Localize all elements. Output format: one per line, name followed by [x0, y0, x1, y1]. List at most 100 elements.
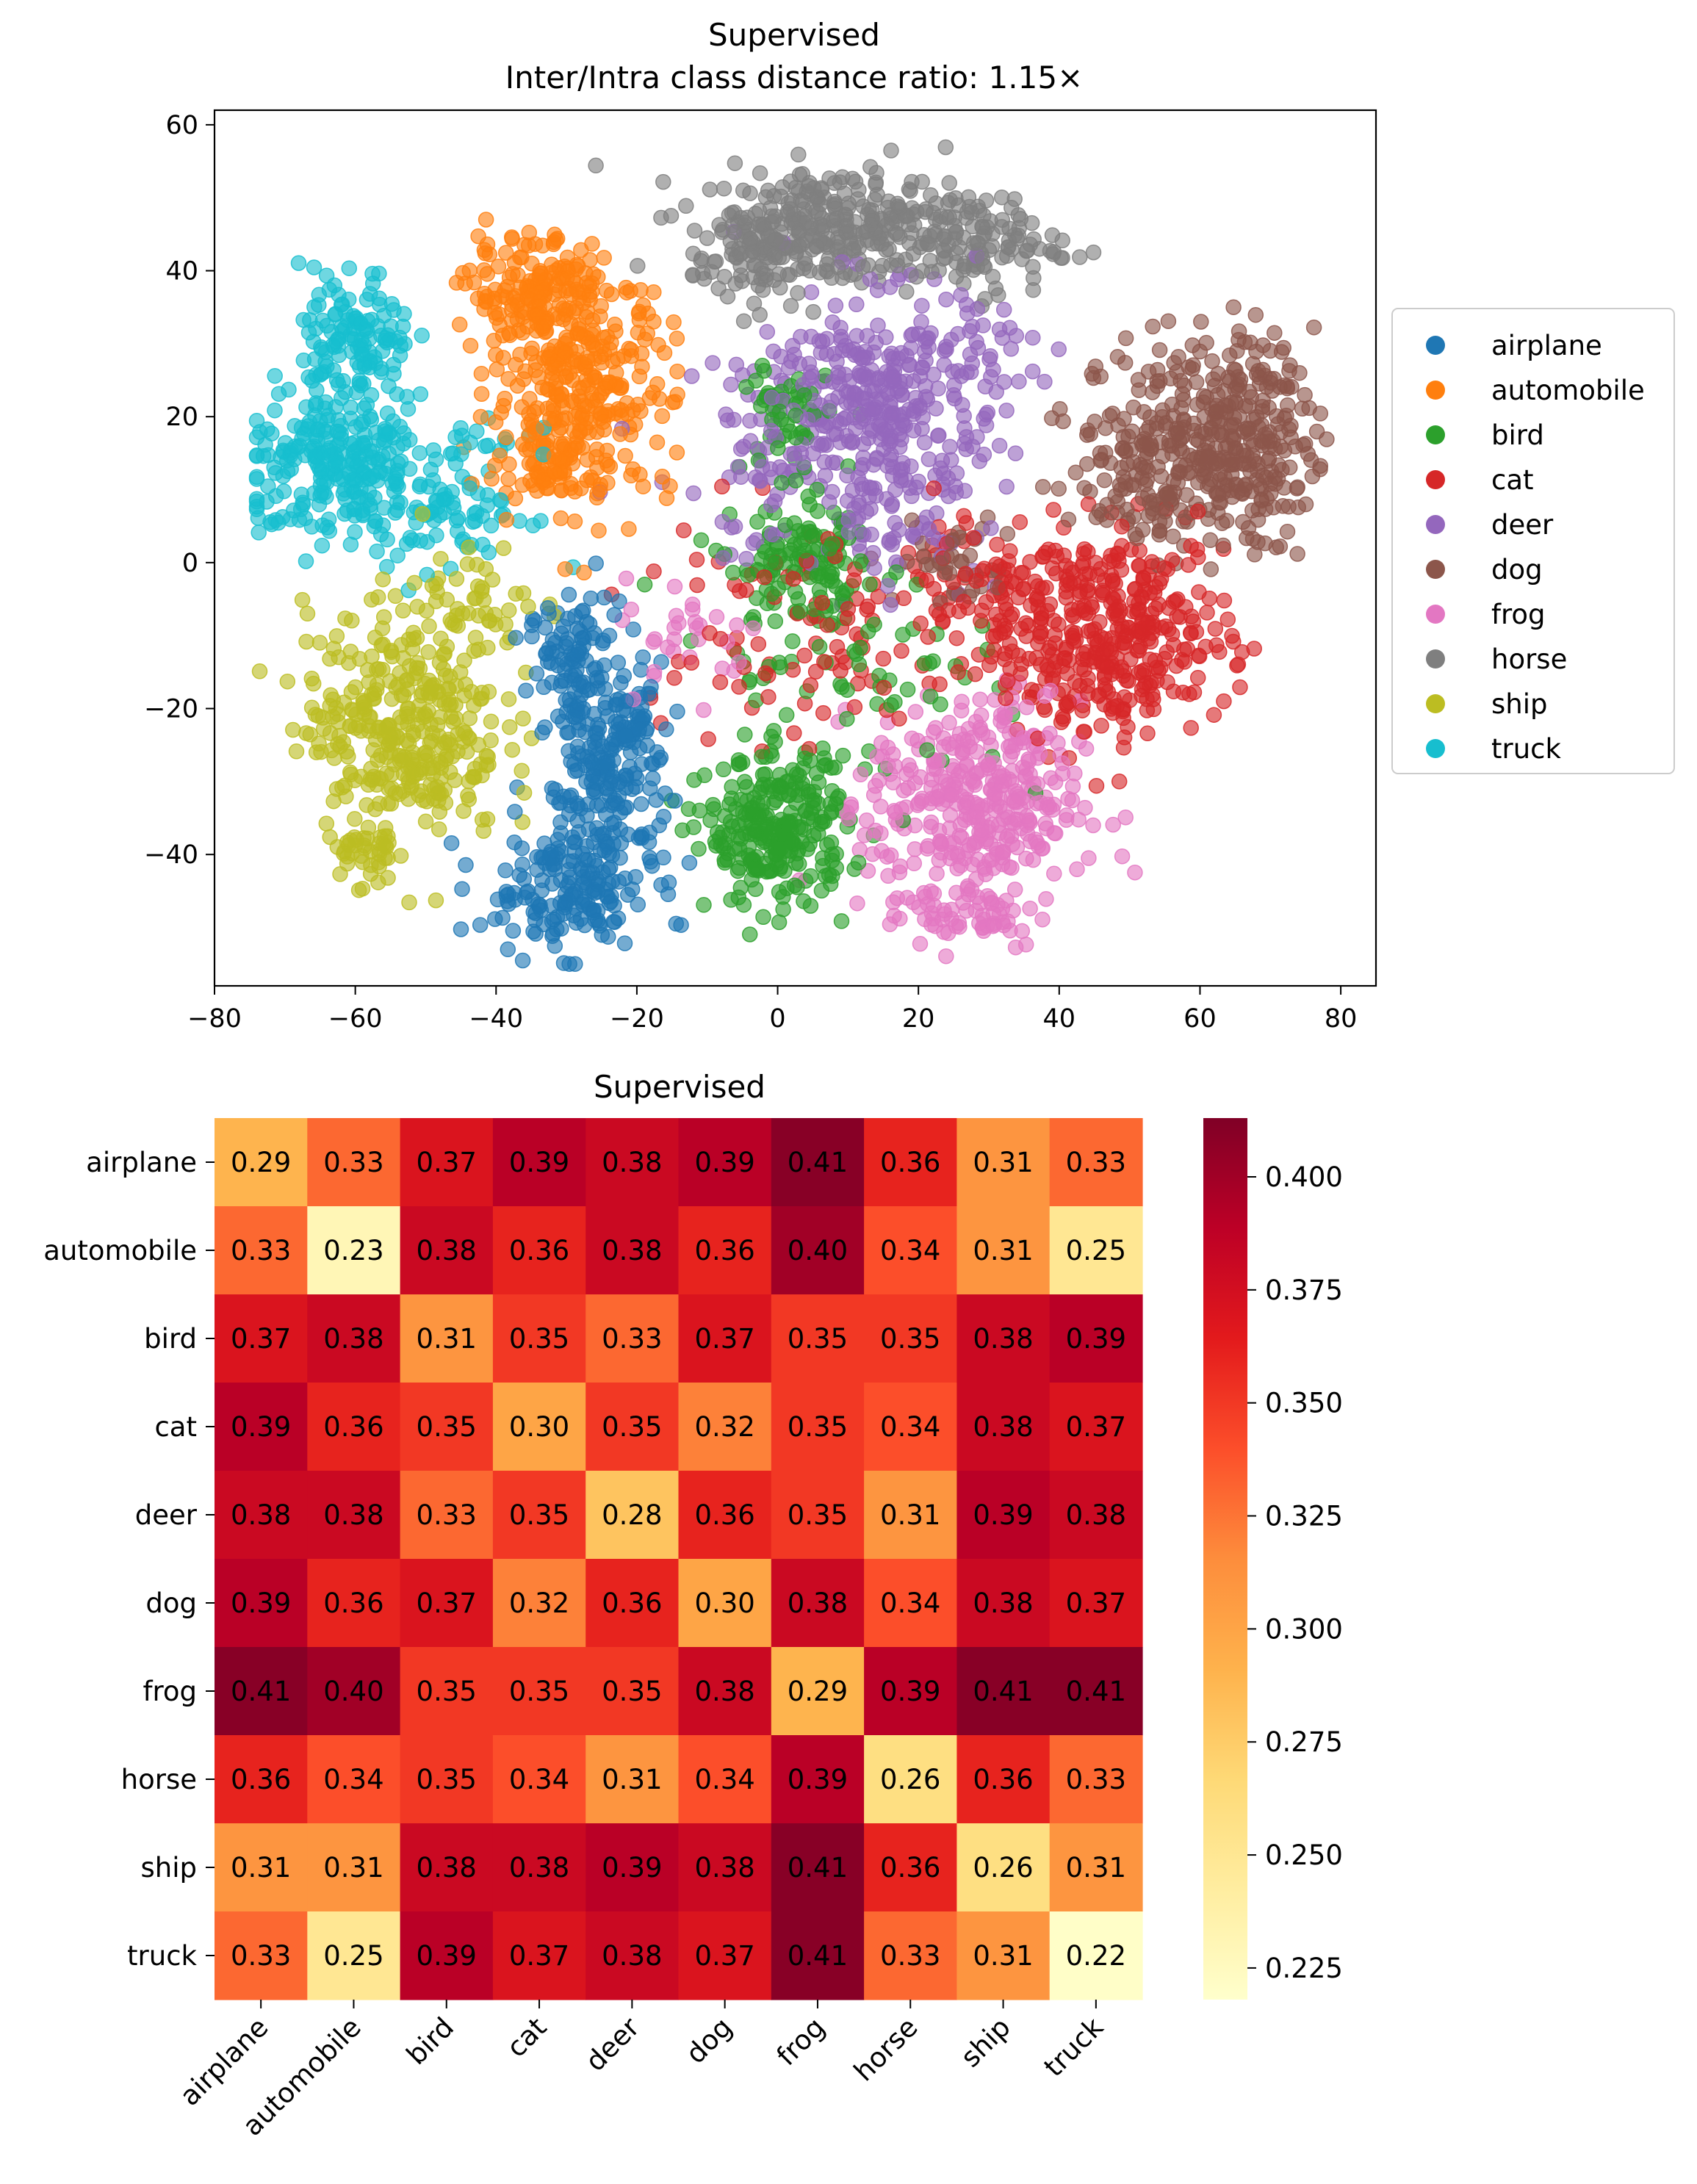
legend-marker-frog: [1426, 605, 1445, 624]
scatter-point-automobile: [573, 480, 589, 497]
scatter-point-airplane: [567, 608, 583, 624]
scatter-point-automobile: [489, 361, 505, 378]
scatter-point-truck: [400, 400, 417, 417]
scatter-point-frog: [967, 776, 983, 793]
scatter-point-ship: [468, 590, 484, 606]
scatter-point-cat: [1045, 613, 1062, 629]
scatter-point-bird: [824, 536, 840, 552]
scatter-point-frog: [997, 704, 1013, 721]
scatter-point-truck: [475, 536, 491, 553]
scatter-point-truck: [287, 417, 303, 434]
scatter-point-bird: [835, 747, 851, 764]
scatter-point-cat: [1176, 654, 1193, 670]
scatter-point-airplane: [508, 630, 524, 646]
scatter-point-deer: [745, 535, 762, 552]
scatter-point-truck: [370, 317, 386, 334]
scatter-point-frog: [1085, 817, 1101, 834]
scatter-point-dog: [1250, 501, 1267, 517]
scatter-point-ship: [251, 663, 268, 680]
scatter-point-truck: [356, 427, 373, 443]
scatter-point-dog: [1051, 480, 1067, 497]
scatter-point-frog: [684, 597, 701, 613]
scatter-point-deer: [936, 356, 952, 373]
scatter-point-airplane: [660, 874, 677, 891]
scatter-point-airplane: [588, 774, 605, 791]
scatter-point-deer: [803, 328, 819, 345]
scatter-point-horse: [722, 233, 739, 250]
scatter-point-truck: [290, 255, 307, 271]
scatter-point-ship: [394, 602, 411, 619]
scatter-point-cat: [713, 630, 729, 647]
scatter-point-cat: [689, 577, 705, 594]
legend-label-airplane: airplane: [1491, 330, 1602, 361]
scatter-point-horse: [742, 231, 758, 247]
scatter-legend: airplaneautomobilebirdcatdeerdogfroghors…: [1391, 308, 1675, 774]
scatter-point-truck: [279, 463, 296, 480]
scatter-point-ship: [516, 785, 533, 801]
scatter-point-bird: [686, 772, 702, 788]
scatter-point-automobile: [579, 350, 596, 366]
scatter-point-dog: [1216, 383, 1232, 400]
scatter-point-ship: [383, 796, 400, 812]
scatter-point-dog: [1247, 547, 1263, 563]
scatter-point-cat: [802, 677, 819, 693]
scatter-point-deer: [854, 480, 871, 497]
scatter-point-airplane: [596, 843, 613, 859]
scatter-point-bird: [771, 403, 788, 420]
scatter-point-cat: [1111, 774, 1128, 790]
scatter-point-ship: [381, 673, 398, 689]
scatter-point-airplane: [605, 768, 621, 785]
scatter-point-bird: [723, 892, 739, 908]
scatter-point-frog: [965, 857, 981, 873]
scatter-point-frog: [1029, 776, 1046, 792]
heatmap-cell-value: 0.41: [788, 1147, 848, 1178]
scatter-point-deer: [930, 428, 946, 444]
scatter-point-horse: [735, 313, 752, 329]
scatter-point-airplane: [610, 655, 627, 671]
scatter-point-automobile: [599, 457, 616, 473]
scatter-point-bird: [860, 623, 876, 640]
scatter-point-dog: [1164, 396, 1181, 413]
scatter-point-airplane: [568, 915, 585, 931]
scatter-point-ship: [314, 710, 331, 726]
scatter-point-bird: [708, 837, 724, 854]
scatter-point-automobile: [462, 337, 479, 354]
scatter-point-truck: [344, 472, 361, 489]
scatter-point-airplane: [550, 832, 566, 848]
scatter-point-ship: [342, 718, 359, 735]
scatter-point-automobile: [575, 328, 592, 345]
scatter-point-deer: [891, 426, 907, 443]
scatter-point-deer: [854, 390, 871, 406]
scatter-point-deer: [846, 409, 862, 426]
scatter-point-horse: [1018, 242, 1034, 259]
scatter-point-ship: [520, 598, 536, 615]
scatter-point-frog: [843, 796, 860, 812]
scatter-point-cat: [1105, 704, 1121, 721]
scatter-point-ship: [480, 639, 496, 656]
heatmap-cell-value: 0.37: [694, 1323, 754, 1355]
scatter-point-deer: [763, 389, 780, 406]
scatter-point-airplane: [577, 851, 593, 868]
y-tick-label: 20: [165, 403, 198, 432]
scatter-point-bird: [765, 723, 782, 739]
scatter-point-ship: [447, 616, 463, 633]
scatter-point-airplane: [616, 668, 633, 684]
scatter-point-horse: [937, 139, 954, 156]
scatter-point-horse: [732, 267, 749, 284]
scatter-point-frog: [912, 936, 929, 952]
scatter-point-cat: [1189, 669, 1206, 686]
scatter-point-bird: [846, 643, 862, 660]
scatter-point-deer: [825, 374, 841, 390]
scatter-point-horse: [802, 220, 818, 237]
scatter-point-ship: [325, 691, 342, 707]
scatter-point-deer: [914, 420, 930, 437]
heatmap-cell-value: 0.35: [509, 1323, 569, 1355]
scatter-point-cat: [1216, 592, 1233, 609]
scatter-point-ship: [422, 776, 439, 793]
scatter-point-frog: [1046, 865, 1062, 882]
scatter-point-frog: [992, 768, 1008, 785]
legend-label-truck: truck: [1491, 733, 1562, 765]
scatter-point-frog: [1019, 808, 1035, 825]
scatter-point-ship: [425, 790, 442, 807]
heatmap-cell-value: 0.33: [1066, 1147, 1126, 1178]
